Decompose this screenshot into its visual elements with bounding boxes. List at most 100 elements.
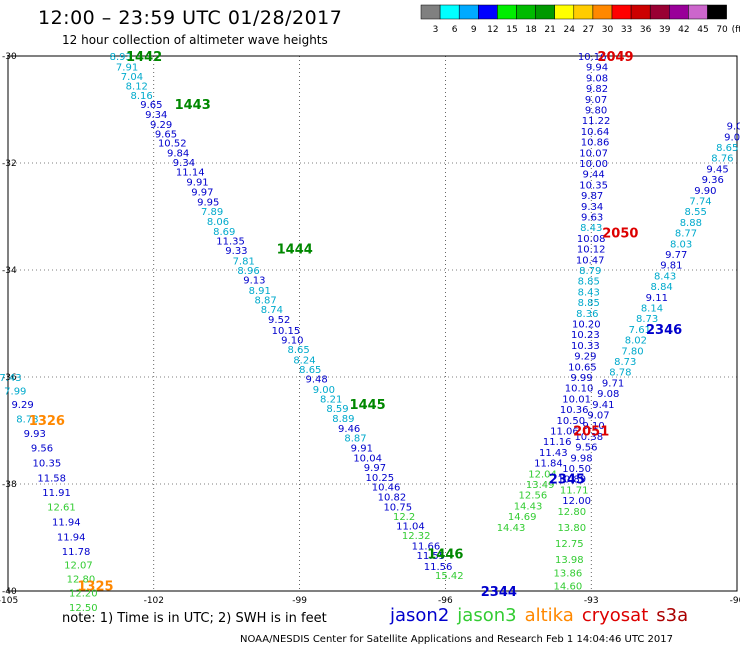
wave-height-label: 9.82 — [586, 84, 608, 95]
wave-height-label: 8.93 — [110, 52, 132, 63]
wave-height-label: 8.85 — [578, 298, 600, 309]
wave-height-label: 10.20 — [572, 320, 601, 331]
wave-height-label: 11.56 — [424, 562, 453, 573]
satellite-legend: jason2 jason3 altika cryosat s3a — [390, 605, 696, 626]
wave-height-label: 9.56 — [31, 444, 53, 455]
wave-height-label: 9.11 — [646, 293, 668, 304]
wave-height-label: 9.48 — [305, 375, 327, 386]
wave-height-label: 10.38 — [574, 432, 603, 443]
wave-height-label: 13.49 — [526, 480, 555, 491]
wave-height-label: 9.65 — [140, 100, 162, 111]
wave-height-label: 9.29 — [574, 352, 596, 363]
wave-height-label: 9.81 — [660, 261, 682, 272]
wave-height-label: 14.60 — [554, 582, 583, 593]
wave-height-label: 9.77 — [665, 250, 687, 261]
wave-height-label: 7.81 — [233, 256, 255, 267]
wave-height-label: 8.85 — [578, 277, 600, 288]
wave-height-label: 13.80 — [557, 523, 586, 534]
wave-height-label: 10.23 — [571, 330, 600, 341]
wave-height-label: 8.02 — [625, 336, 647, 347]
wave-height-label: 8.76 — [711, 154, 733, 165]
legend-label: 36 — [640, 25, 652, 35]
wave-height-label: 11.71 — [560, 485, 589, 496]
legend-label: 33 — [621, 25, 632, 35]
wave-height-label: 8.84 — [651, 282, 673, 293]
wave-height-label: 8.88 — [680, 218, 702, 229]
footnote: note: 1) Time is in UTC; 2) SWH is in fe… — [62, 611, 327, 626]
wave-height-label: 8.59 — [326, 404, 348, 415]
wave-height-label: 11.94 — [52, 517, 81, 528]
wave-height-label: 9.97 — [364, 463, 386, 474]
wave-height-label: 10.50 — [562, 464, 591, 475]
wave-height-label: 10.07 — [579, 148, 608, 159]
wave-height-label: 9.98 — [570, 453, 592, 464]
pass-number: 1443 — [175, 98, 211, 113]
wave-height-label: 8.77 — [675, 229, 697, 240]
legend-unit: (ft) — [732, 25, 740, 35]
wave-height-label: 7.99 — [4, 386, 26, 397]
wave-height-label: 13.86 — [554, 568, 583, 579]
wave-height-label: 8.43 — [654, 271, 676, 282]
lon-tick-label: -99 — [292, 596, 307, 606]
wave-height-label: 8.91 — [249, 286, 271, 297]
wave-height-label: 11.14 — [176, 168, 205, 179]
wave-height-label: 9.44 — [582, 170, 604, 181]
wave-height-label: 10.08 — [577, 234, 606, 245]
wave-height-label: 8.65 — [287, 345, 309, 356]
wave-height-label: 10.64 — [581, 127, 610, 138]
wave-height-label: 10.35 — [579, 180, 608, 191]
wave-height-label: 10.86 — [581, 138, 610, 149]
wave-height-label: 8.14 — [641, 303, 663, 314]
wave-height-label: 9.52 — [268, 315, 290, 326]
wave-height-label: 10.01 — [562, 394, 591, 405]
wave-height-label: 7.89 — [201, 207, 223, 218]
wave-height-label: 9.99 — [570, 373, 592, 384]
wave-height-label: 7.61 — [629, 325, 651, 336]
wave-height-label: 9.91 — [351, 444, 373, 455]
wave-height-label: 7.43 — [0, 373, 22, 384]
wave-height-label: 8.79 — [579, 266, 601, 277]
wave-height-label: 11.43 — [539, 448, 568, 459]
wave-height-label: 8.87 — [344, 433, 366, 444]
wave-height-label: 8.12 — [126, 81, 148, 92]
wave-height-label: 8.87 — [254, 295, 276, 306]
wave-height-label: 11.66 — [412, 542, 441, 553]
wave-height-label: 9.97 — [191, 187, 213, 198]
lat-tick-label: -38 — [2, 480, 17, 490]
wave-height-label: 10.46 — [372, 483, 401, 494]
wave-height-label: 8.06 — [207, 217, 229, 228]
legend-label: 30 — [602, 25, 614, 35]
wave-height-label: 9.56 — [575, 443, 597, 454]
wave-height-label: 10.00 — [579, 159, 608, 170]
legend-label: 42 — [678, 25, 689, 35]
wave-height-label: 11.22 — [582, 116, 611, 127]
map-subtitle: 12 hour collection of altimeter wave hei… — [62, 33, 328, 47]
wave-height-label: 8.78 — [609, 368, 631, 379]
wave-height-label: 9.34 — [145, 110, 167, 121]
satellite-name: jason2 — [390, 605, 450, 626]
wave-height-label: 11.06 — [550, 427, 579, 438]
wave-height-label: 9.07 — [585, 95, 607, 106]
pass-number: 2050 — [602, 227, 638, 242]
wave-height-label: 9.36 — [702, 175, 724, 186]
wave-height-label: 8.73 — [16, 415, 38, 426]
wave-height-label: 10.47 — [576, 255, 605, 266]
pass-number: 2049 — [597, 50, 633, 65]
legend-label: 39 — [659, 25, 671, 35]
wave-height-label: 8.65 — [716, 143, 738, 154]
lon-tick-label: -90 — [730, 596, 740, 606]
wave-height-label: 10.15 — [272, 326, 301, 337]
lon-tick-label: -93 — [584, 596, 599, 606]
satellite-name: jason3 — [457, 605, 517, 626]
legend-label: 12 — [487, 25, 498, 35]
wave-height-label: 14.43 — [514, 501, 543, 512]
legend-label: 70 — [716, 25, 728, 35]
lat-tick-label: -40 — [2, 587, 17, 597]
wave-height-label: 12.80 — [67, 575, 96, 586]
wave-height-label: 15.42 — [435, 571, 464, 582]
wave-height-label: 11.91 — [42, 488, 71, 499]
credit-line: NOAA/NESDIS Center for Satellite Applica… — [240, 634, 673, 645]
pass-number: 1444 — [277, 243, 313, 258]
wave-height-label: 10.33 — [571, 341, 600, 352]
